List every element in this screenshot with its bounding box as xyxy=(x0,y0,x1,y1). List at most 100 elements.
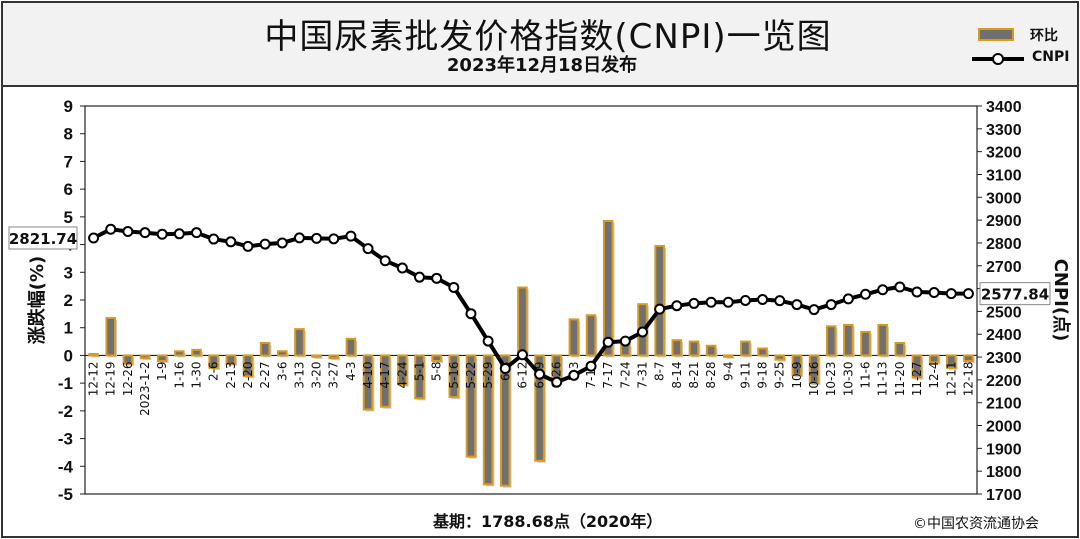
cnpi-point xyxy=(328,233,340,245)
x-tick-label: 4-3 xyxy=(344,361,358,381)
bar xyxy=(242,354,254,378)
y2-tick-label: 1900 xyxy=(986,441,1022,458)
x-tick-label: 1-9 xyxy=(155,361,169,381)
cnpi-point xyxy=(825,299,837,311)
chart-subtitle: 2023年12月18日发布 xyxy=(446,55,638,76)
cnpi-point xyxy=(671,300,683,312)
legend-item-line: CNPI xyxy=(968,49,1076,69)
x-tick-label: 11-27 xyxy=(910,361,924,396)
y2-tick-label: 3000 xyxy=(986,190,1022,207)
legend-label-bar: 环比 xyxy=(1030,28,1058,44)
cnpi-point xyxy=(602,336,614,348)
y-tick-label: -1 xyxy=(58,374,73,393)
cnpi-line xyxy=(92,227,969,385)
cnpi-point xyxy=(465,308,477,320)
bar xyxy=(517,286,528,357)
bar xyxy=(945,354,957,369)
y-tick-label: 7 xyxy=(64,152,73,171)
x-tick-label: 4-24 xyxy=(395,361,409,388)
cnpi-point xyxy=(482,335,494,347)
cnpi-point xyxy=(191,227,202,239)
y2-tick-label: 2900 xyxy=(986,213,1022,230)
bar xyxy=(156,354,168,362)
bar-shadow xyxy=(725,357,735,359)
bar xyxy=(654,244,665,357)
x-tick-label: 1-16 xyxy=(172,361,186,388)
y2-tick-label: 1700 xyxy=(986,487,1022,504)
x-tick-label: 4-10 xyxy=(361,361,375,388)
x-tick-label: 2023-1-2 xyxy=(138,361,152,415)
x-tick-label: 7-17 xyxy=(601,361,615,388)
y-tick-label: 3 xyxy=(64,263,73,282)
bar xyxy=(225,354,237,365)
y-tick-label: 5 xyxy=(64,208,73,227)
x-tick-label: 5-22 xyxy=(464,361,478,388)
bar xyxy=(448,354,460,398)
cnpi-point xyxy=(585,360,597,372)
x-tick-label: 12-4 xyxy=(927,361,941,388)
x-tick-label: 8-14 xyxy=(670,361,684,388)
x-tick-label: 8-7 xyxy=(653,361,667,381)
y-tick-label: -3 xyxy=(58,430,73,449)
cnpi-point xyxy=(688,297,700,309)
y2-tick-label: 3200 xyxy=(986,145,1022,162)
start-value-label: 2821.74 xyxy=(9,230,77,248)
x-tick-label: 7-31 xyxy=(636,361,650,388)
cnpi-point xyxy=(619,335,631,347)
cnpi-point xyxy=(431,272,443,284)
x-tick-label: 10-30 xyxy=(841,361,855,396)
bar xyxy=(860,330,871,357)
cnpi-point xyxy=(739,294,751,306)
base-period-note: 基期：1788.68点（2020年） xyxy=(433,512,663,531)
y2-axis-title: CNPI(点) xyxy=(1050,259,1072,342)
y-tick-label: -4 xyxy=(58,457,74,476)
y2-tick-label: 2400 xyxy=(986,327,1022,344)
combo-chart: -5-4-3-2-1012345678917001800190020002100… xyxy=(8,97,1072,504)
x-tick-label: 3-27 xyxy=(327,361,341,388)
x-tick-label: 9-25 xyxy=(773,361,787,388)
cnpi-point xyxy=(945,288,957,300)
y2-tick-label: 2000 xyxy=(986,419,1022,436)
y2-tick-label: 2200 xyxy=(986,373,1022,390)
x-tick-label: 12-18 xyxy=(961,361,975,396)
cnpi-point xyxy=(396,262,408,274)
cnpi-point xyxy=(139,227,151,239)
bar xyxy=(843,323,854,357)
y2-tick-label: 3100 xyxy=(986,167,1022,184)
y2-tick-label: 1800 xyxy=(986,464,1022,481)
bar xyxy=(328,354,340,360)
cnpi-point xyxy=(499,362,511,374)
x-tick-label: 3-6 xyxy=(275,361,289,381)
cnpi-point xyxy=(894,281,906,293)
x-tick-label: 8-28 xyxy=(704,361,718,388)
cnpi-point xyxy=(276,237,288,249)
bar xyxy=(414,354,425,400)
cnpi-point xyxy=(362,243,374,255)
bar xyxy=(259,341,271,357)
copyright-note: ©中国农资流通协会 xyxy=(913,516,1039,532)
y-axis-title: 涨跌幅(%) xyxy=(26,256,48,345)
x-tick-label: 12-11 xyxy=(944,361,958,396)
bar xyxy=(602,220,614,357)
bar xyxy=(688,340,700,357)
y-tick-label: 1 xyxy=(64,319,73,338)
y-tick-label: 2 xyxy=(64,291,73,310)
bar xyxy=(482,354,494,486)
bar xyxy=(585,314,597,357)
y2-tick-label: 2300 xyxy=(986,350,1022,367)
x-tick-label: 10-16 xyxy=(807,361,821,396)
x-tick-label: 10-23 xyxy=(824,361,838,396)
x-tick-label: 10-9 xyxy=(790,361,804,388)
cnpi-point xyxy=(534,368,546,380)
bar xyxy=(928,354,940,364)
cnpi-point xyxy=(911,286,923,298)
x-tick-label: 3-13 xyxy=(292,361,306,388)
chart-header: 中国尿素批发价格指数(CNPI)一览图 2023年12月18日发布 环比 CNP… xyxy=(3,3,1077,87)
bar xyxy=(963,354,974,362)
legend-item-bar: 环比 xyxy=(968,25,1076,45)
bar xyxy=(379,354,391,408)
bar xyxy=(431,354,442,362)
x-tick-label: 3-20 xyxy=(310,361,324,388)
x-tick-label: 11-6 xyxy=(859,361,873,388)
x-tick-label: 2-20 xyxy=(241,361,255,388)
